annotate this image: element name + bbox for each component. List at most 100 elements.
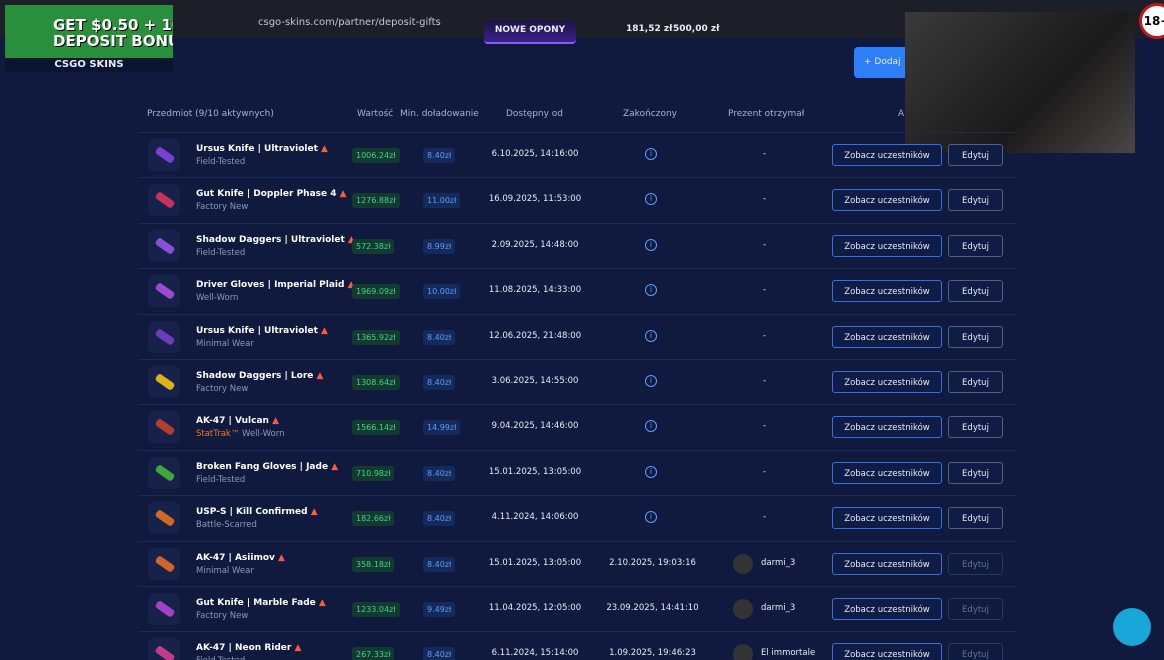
available-from: 15.01.2025, 13:05:00 [488, 466, 582, 477]
edit-button: Edytuj [948, 552, 1003, 575]
edit-button[interactable]: Edytuj [948, 371, 1003, 393]
add-button[interactable]: + Dodaj [854, 47, 910, 78]
exterior: Factory New [196, 384, 249, 394]
info-icon[interactable]: i [645, 329, 657, 342]
item-value: 1365.92zł [352, 329, 400, 345]
row-divider [138, 404, 1016, 406]
row-divider [138, 449, 1016, 451]
row-divider [138, 313, 1016, 315]
min-deposit: 10.00zł [423, 284, 461, 300]
item-exterior: Field-Tested [196, 248, 245, 258]
view-participants-button[interactable]: Zobacz uczestników [832, 234, 942, 257]
info-icon[interactable]: i [645, 148, 657, 160]
exterior: Field-Tested [196, 247, 246, 258]
item-art [154, 372, 176, 392]
balance: 181,52 zł [626, 24, 673, 34]
ad-text: DEPOSIT BONU [53, 32, 173, 50]
age-badge: 18+ [1139, 3, 1164, 39]
view-participants-button[interactable]: Zobacz uczestników [832, 598, 942, 620]
ad-banner[interactable]: GET $0.50 + 10 DEPOSIT BONU CSGO SKINS [5, 5, 173, 72]
exterior: Battle-Scarred [196, 520, 257, 531]
item-name: Shadow Daggers | Lore ▲ [196, 371, 324, 381]
info-icon[interactable]: i [645, 420, 657, 433]
view-participants-button[interactable]: Zobacz uczestników [832, 552, 942, 575]
receiver-empty: - [763, 194, 767, 205]
receiver-avatar [733, 644, 753, 660]
item-name: AK-47 | Neon Rider ▲ [196, 643, 302, 654]
receiver-empty: - [763, 239, 767, 250]
item-name: AK-47 | Asiimov ▲ [196, 552, 285, 563]
available-from: 11.08.2025, 14:33:00 [488, 285, 582, 296]
item-icon [148, 184, 180, 217]
item-value: 572.38zł [352, 238, 395, 254]
item-art [154, 236, 176, 255]
exterior: Field-Tested [196, 656, 245, 660]
edit-button[interactable]: Edytuj [948, 461, 1003, 484]
view-participants-button[interactable]: Zobacz uczestników [832, 507, 942, 530]
view-participants-button[interactable]: Zobacz uczestników [832, 144, 942, 166]
info-icon[interactable]: i [645, 238, 657, 251]
view-participants-button[interactable]: Zobacz uczestników [832, 371, 942, 393]
item-icon [148, 502, 180, 535]
item-value: 358.18zł [352, 556, 395, 572]
info-icon[interactable]: i [645, 193, 657, 206]
available-from: 15.01.2025, 13:05:00 [488, 557, 582, 568]
column-header: Przedmiot (9/10 aktywnych) [147, 109, 274, 119]
info-icon[interactable]: i [645, 511, 657, 524]
info-icon[interactable]: i [645, 465, 657, 478]
exterior: Field-Tested [196, 157, 246, 167]
info-icon[interactable]: i [645, 375, 657, 387]
row-divider [138, 177, 1016, 179]
edit-button: Edytuj [948, 643, 1003, 660]
item-art [154, 463, 176, 482]
edit-button[interactable]: Edytuj [948, 189, 1003, 212]
receiver-empty: - [763, 421, 767, 432]
view-participants-button[interactable]: Zobacz uczestników [832, 280, 942, 303]
min-deposit: 8.99zł [423, 238, 456, 254]
item-exterior: Field-Tested [196, 656, 245, 660]
item-exterior: Field-Tested [196, 157, 245, 167]
view-participants-button[interactable]: Zobacz uczestników [832, 461, 942, 484]
edit-button[interactable]: Edytuj [948, 325, 1003, 348]
item-exterior: Well-Worn [196, 293, 238, 303]
view-participants-button[interactable]: Zobacz uczestników [832, 325, 942, 348]
item-icon [148, 593, 180, 625]
promo-tab[interactable]: NOWE OPONY [484, 20, 576, 44]
item-name: Ursus Knife | Ultraviolet ▲ [196, 325, 328, 336]
edit-button[interactable]: Edytuj [948, 234, 1003, 257]
item-name: Shadow Daggers | Ultraviolet ▲ [196, 234, 355, 245]
chat-button[interactable] [1113, 608, 1151, 646]
available-from: 11.04.2025, 12:05:00 [488, 603, 582, 613]
item-art [154, 509, 176, 528]
min-deposit: 8.40zł [423, 465, 456, 481]
receiver-empty: - [763, 149, 767, 159]
item-art [154, 554, 176, 573]
receiver-empty: - [763, 466, 767, 477]
item-exterior: Factory New [196, 611, 248, 621]
item-exterior: Factory New [196, 384, 248, 394]
url[interactable]: csgo-skins.com/partner/deposit-gifts [258, 17, 441, 28]
item-exterior: StatTrak™ Well-Worn [196, 429, 284, 439]
item-icon [148, 275, 180, 308]
info-icon[interactable]: i [645, 284, 657, 297]
balance: 500,00 zł [673, 24, 720, 34]
view-participants-button[interactable]: Zobacz uczestników [832, 643, 942, 660]
item-art [154, 599, 176, 619]
view-participants-button[interactable]: Zobacz uczestników [832, 416, 942, 439]
available-from: 6.11.2024, 15:14:00 [491, 648, 579, 659]
view-participants-button[interactable]: Zobacz uczestników [832, 189, 942, 212]
webcam-overlay [905, 12, 1135, 153]
row-divider [138, 268, 1016, 270]
edit-button[interactable]: Edytuj [948, 416, 1003, 439]
exterior: Minimal Wear [196, 565, 254, 576]
edit-button[interactable]: Edytuj [948, 280, 1003, 303]
ended-at: 23.09.2025, 14:41:10 [606, 603, 699, 613]
edit-button[interactable]: Edytuj [948, 507, 1003, 530]
item-icon [148, 366, 180, 398]
receiver: El immortale [761, 648, 816, 659]
exterior: Factory New [196, 202, 249, 213]
edit-button[interactable]: Edytuj [948, 144, 1003, 166]
ad-brand: CSGO SKINS [5, 58, 173, 72]
ended-at: 2.10.2025, 19:03:16 [609, 557, 696, 568]
item-value: 1006.24zł [352, 148, 400, 163]
